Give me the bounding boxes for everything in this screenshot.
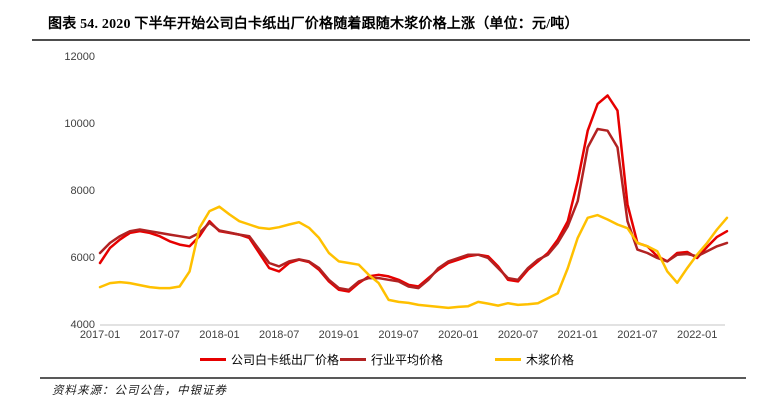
legend-label-pulp: 木浆价格 [526, 352, 575, 367]
x-tick-label: 2021-07 [617, 329, 658, 341]
x-tick-label: 2017-01 [79, 329, 121, 341]
y-tick-label: 6000 [70, 252, 95, 264]
x-tick-label: 2020-07 [497, 329, 539, 341]
legend-label-industry: 行业平均价格 [371, 352, 444, 367]
y-tick-label: 10000 [64, 118, 95, 130]
x-tick-label: 2017-07 [139, 329, 180, 341]
x-tick-label: 2021-01 [557, 329, 598, 341]
x-tick-label: 2022-01 [676, 329, 718, 341]
x-tick-label: 2018-07 [258, 329, 300, 341]
y-tick-label: 4000 [70, 319, 95, 331]
x-tick-label: 2018-01 [199, 329, 240, 341]
y-tick-label: 12000 [64, 51, 95, 63]
series-line-1 [98, 127, 729, 292]
x-tick-label: 2019-07 [378, 329, 419, 341]
x-tick-label: 2020-01 [438, 329, 479, 341]
title-divider [32, 39, 750, 41]
legend-item-company: 公司白卡纸出厂价格 [200, 352, 340, 367]
y-tick-label: 8000 [70, 185, 95, 197]
pulp-line-swatch [495, 357, 521, 361]
source-note: 资料来源：公司公告，中银证券 [52, 385, 227, 397]
series-line-2 [98, 205, 729, 310]
company-line-swatch [200, 357, 226, 361]
source-divider [40, 377, 746, 379]
chart-title: 图表 54. 2020 下半年开始公司白卡纸出厂价格随着跟随木浆价格上涨（单位：… [48, 17, 579, 32]
industry-line-swatch [340, 357, 366, 361]
legend-item-industry: 行业平均价格 [340, 352, 444, 367]
x-tick-label: 2019-01 [318, 329, 360, 341]
series-line-0 [98, 94, 729, 293]
legend-label-company: 公司白卡纸出厂价格 [231, 352, 340, 367]
legend-item-pulp: 木浆价格 [495, 352, 575, 367]
